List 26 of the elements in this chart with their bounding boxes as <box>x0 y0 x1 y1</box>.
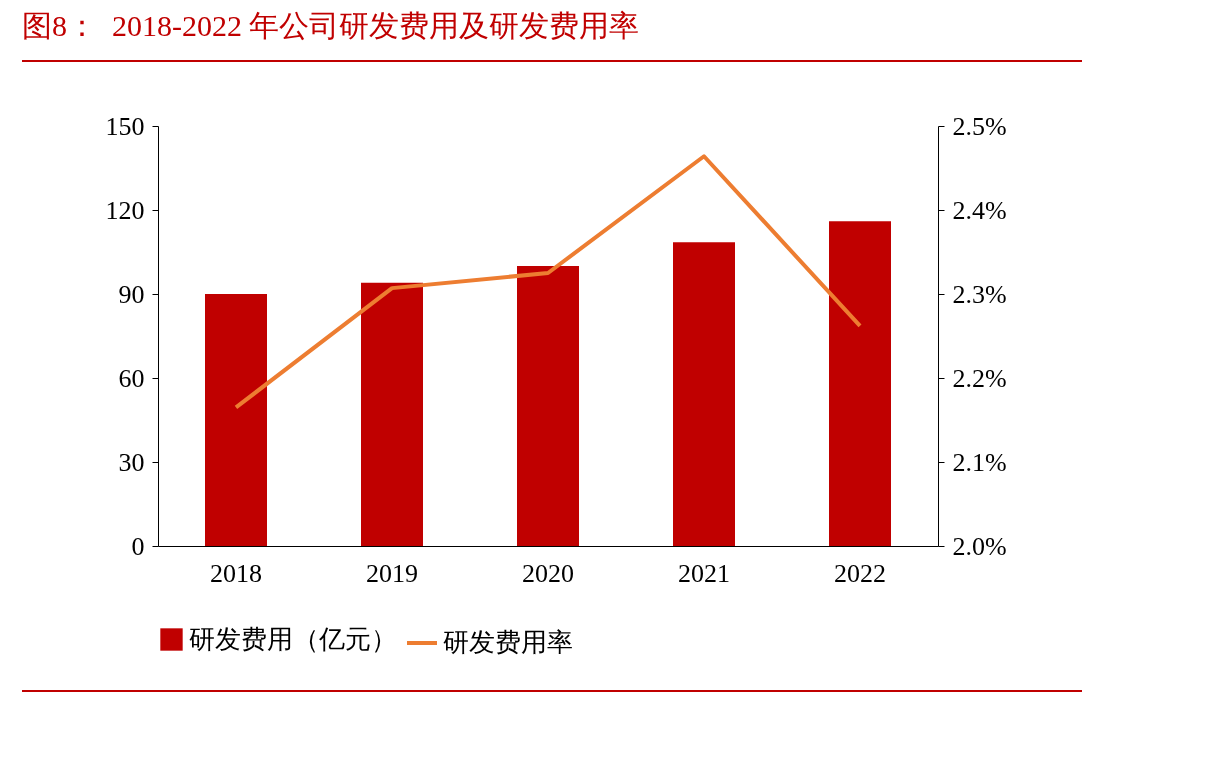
y-tick-label: 0 <box>131 531 145 561</box>
y2-tick-label: 2.2% <box>952 363 1007 393</box>
bar <box>829 221 891 546</box>
bar <box>517 266 579 546</box>
y-tick-label: 30 <box>118 447 145 477</box>
x-tick-label: 2021 <box>678 558 730 588</box>
y2-tick-label: 2.4% <box>952 195 1007 225</box>
x-tick-label: 2019 <box>366 558 418 588</box>
x-tick-label: 2022 <box>834 558 886 588</box>
bar <box>205 294 267 546</box>
x-tick-label: 2018 <box>210 558 262 588</box>
y-tick-label: 150 <box>105 111 145 141</box>
y-tick-label: 90 <box>118 279 145 309</box>
bar <box>361 282 423 546</box>
line-series <box>234 154 862 410</box>
y2-tick-label: 2.0% <box>952 531 1007 561</box>
chart-title: 图8： 2018-2022 年公司研发费用及研发费用率 <box>22 8 640 44</box>
y-tick-label: 120 <box>105 195 145 225</box>
y2-tick-label: 2.1% <box>952 447 1007 477</box>
legend-label: 研发费用（亿元） <box>189 624 397 654</box>
bar <box>673 242 735 546</box>
x-tick-label: 2020 <box>522 558 574 588</box>
y-tick-label: 60 <box>118 363 145 393</box>
y2-tick-label: 2.3% <box>952 279 1007 309</box>
legend-label: 研发费用率 <box>443 628 573 657</box>
y2-tick-label: 2.5% <box>952 111 1007 141</box>
